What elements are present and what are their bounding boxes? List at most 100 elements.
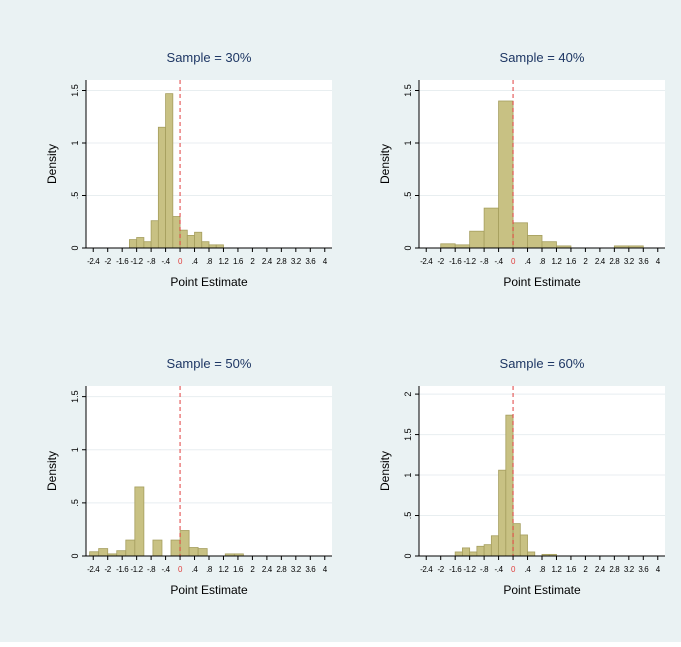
x-tick-label: 1.2 bbox=[219, 257, 230, 266]
histogram-bar bbox=[519, 534, 528, 557]
y-tick-label: 0 bbox=[70, 245, 80, 250]
panel-title: Sample = 30% bbox=[167, 50, 252, 65]
histogram-bar bbox=[454, 551, 463, 557]
y-axis-label: Density bbox=[378, 144, 392, 184]
x-tick-label: 4 bbox=[323, 257, 328, 266]
x-tick-label: .8 bbox=[539, 257, 546, 266]
x-tick-label: .4 bbox=[525, 257, 532, 266]
x-tick-label: -2 bbox=[438, 565, 445, 574]
x-tick-label: 3.6 bbox=[305, 257, 316, 266]
histogram-bar bbox=[98, 548, 109, 557]
x-tick-label: 2 bbox=[250, 565, 255, 574]
x-tick-label: 4 bbox=[656, 565, 661, 574]
histogram-panel: 0 .5 1 1.5 2 -2.4 -2 -1.6 -1.2 -.8 -.4 0 .4 .8 1.2 1.6 2… bbox=[378, 356, 665, 597]
histogram-bar bbox=[483, 544, 492, 557]
x-tick-label: 1.2 bbox=[219, 565, 230, 574]
x-axis-label: Point Estimate bbox=[503, 583, 581, 597]
histogram-bar bbox=[541, 241, 557, 249]
x-tick-label: 2 bbox=[250, 257, 255, 266]
histogram-panel: 0.511.5-2.4 -2 -1.6 -1.2 -.8 -.4 0.4.8 1.2 1.6 2 2… bbox=[45, 50, 332, 289]
histogram-bar bbox=[194, 231, 203, 249]
histogram-bar bbox=[512, 222, 528, 249]
x-tick-label: -2 bbox=[105, 257, 112, 266]
x-tick-label: -1.2 bbox=[131, 257, 144, 266]
x-tick-label: 0 bbox=[178, 257, 183, 266]
histogram-bar bbox=[498, 469, 507, 557]
histogram-bar bbox=[179, 530, 190, 557]
x-tick-label: 1.6 bbox=[233, 257, 244, 266]
x-tick-label: 1.6 bbox=[233, 565, 244, 574]
histogram-bar bbox=[152, 539, 163, 557]
x-tick-label: -.8 bbox=[480, 257, 489, 266]
histogram-bar bbox=[197, 548, 208, 557]
x-axis-label: Point Estimate bbox=[170, 583, 248, 597]
histogram-bar bbox=[469, 230, 485, 249]
histogram-bar bbox=[462, 547, 471, 557]
x-tick-label: 3.6 bbox=[638, 565, 649, 574]
x-tick-label: 2.8 bbox=[276, 257, 287, 266]
x-axis-label: Point Estimate bbox=[170, 275, 248, 289]
x-tick-label: -2.4 bbox=[87, 257, 100, 266]
plot-area bbox=[419, 386, 665, 556]
histogram-bar bbox=[150, 220, 159, 249]
y-tick-label: 1.5 bbox=[403, 428, 413, 441]
x-tick-label: 3.2 bbox=[291, 257, 302, 266]
y-axis-label: Density bbox=[378, 451, 392, 491]
histogram-bar bbox=[490, 535, 499, 557]
x-tick-label: -.8 bbox=[147, 565, 156, 574]
panel-title: Sample = 60% bbox=[500, 356, 585, 371]
y-tick-label: 1.5 bbox=[403, 84, 413, 97]
x-tick-label: -.4 bbox=[495, 565, 504, 574]
x-tick-label: -1.6 bbox=[116, 565, 129, 574]
panel-title: Sample = 50% bbox=[167, 356, 252, 371]
y-tick-label: 1 bbox=[70, 447, 80, 452]
x-tick-label: 1.6 bbox=[566, 257, 577, 266]
histogram-bar bbox=[505, 414, 514, 557]
x-tick-label: .4 bbox=[525, 565, 532, 574]
x-tick-label: 3.6 bbox=[305, 565, 316, 574]
x-tick-label: -.8 bbox=[147, 257, 156, 266]
x-tick-label: -.4 bbox=[162, 565, 171, 574]
histogram-bar bbox=[172, 216, 181, 249]
histogram-bar bbox=[201, 241, 210, 249]
x-tick-label: 2.8 bbox=[609, 565, 620, 574]
x-tick-label: 2 bbox=[583, 565, 588, 574]
histogram-bar bbox=[136, 237, 145, 249]
plot-area bbox=[86, 80, 332, 248]
histogram-bar bbox=[188, 547, 199, 557]
y-tick-label: 0 bbox=[403, 245, 413, 250]
x-tick-label: .4 bbox=[192, 257, 199, 266]
x-tick-label: 2.8 bbox=[609, 257, 620, 266]
histogram-bar bbox=[186, 234, 195, 249]
plot-area bbox=[419, 80, 665, 248]
histogram-bar bbox=[89, 551, 100, 557]
x-tick-label: -1.6 bbox=[449, 565, 462, 574]
x-tick-label: -2 bbox=[105, 565, 112, 574]
x-tick-label: -1.6 bbox=[449, 257, 462, 266]
x-axis-label: Point Estimate bbox=[503, 275, 581, 289]
y-axis-label: Density bbox=[45, 144, 59, 184]
x-tick-label: -1.6 bbox=[116, 257, 129, 266]
x-tick-label: 0 bbox=[511, 257, 516, 266]
x-tick-label: -2.4 bbox=[87, 565, 100, 574]
x-tick-label: 2.4 bbox=[595, 257, 606, 266]
x-tick-label: -2 bbox=[438, 257, 445, 266]
histogram-panel: 0.511.5-2.4 -2 -1.6 -1.2 -.8 -.4 0.4.8 1.2 1.6 2 2… bbox=[378, 50, 665, 289]
x-tick-label: .8 bbox=[206, 257, 213, 266]
x-tick-label: 2.4 bbox=[595, 565, 606, 574]
histogram-bar bbox=[116, 550, 127, 557]
histogram-bar bbox=[527, 234, 543, 249]
y-tick-label: 1 bbox=[403, 140, 413, 145]
x-tick-label: -.4 bbox=[162, 257, 171, 266]
x-tick-label: 1.2 bbox=[552, 257, 563, 266]
histogram-bar bbox=[170, 539, 181, 557]
x-tick-label: -1.2 bbox=[464, 257, 477, 266]
y-tick-label: 1 bbox=[70, 140, 80, 145]
x-tick-label: 2.4 bbox=[262, 565, 273, 574]
x-tick-label: 2 bbox=[583, 257, 588, 266]
histogram-bar bbox=[483, 207, 499, 249]
x-tick-label: -2.4 bbox=[420, 257, 433, 266]
histogram-bar bbox=[125, 539, 136, 557]
histogram-bar bbox=[498, 100, 514, 249]
y-tick-label: 1.5 bbox=[70, 84, 80, 97]
